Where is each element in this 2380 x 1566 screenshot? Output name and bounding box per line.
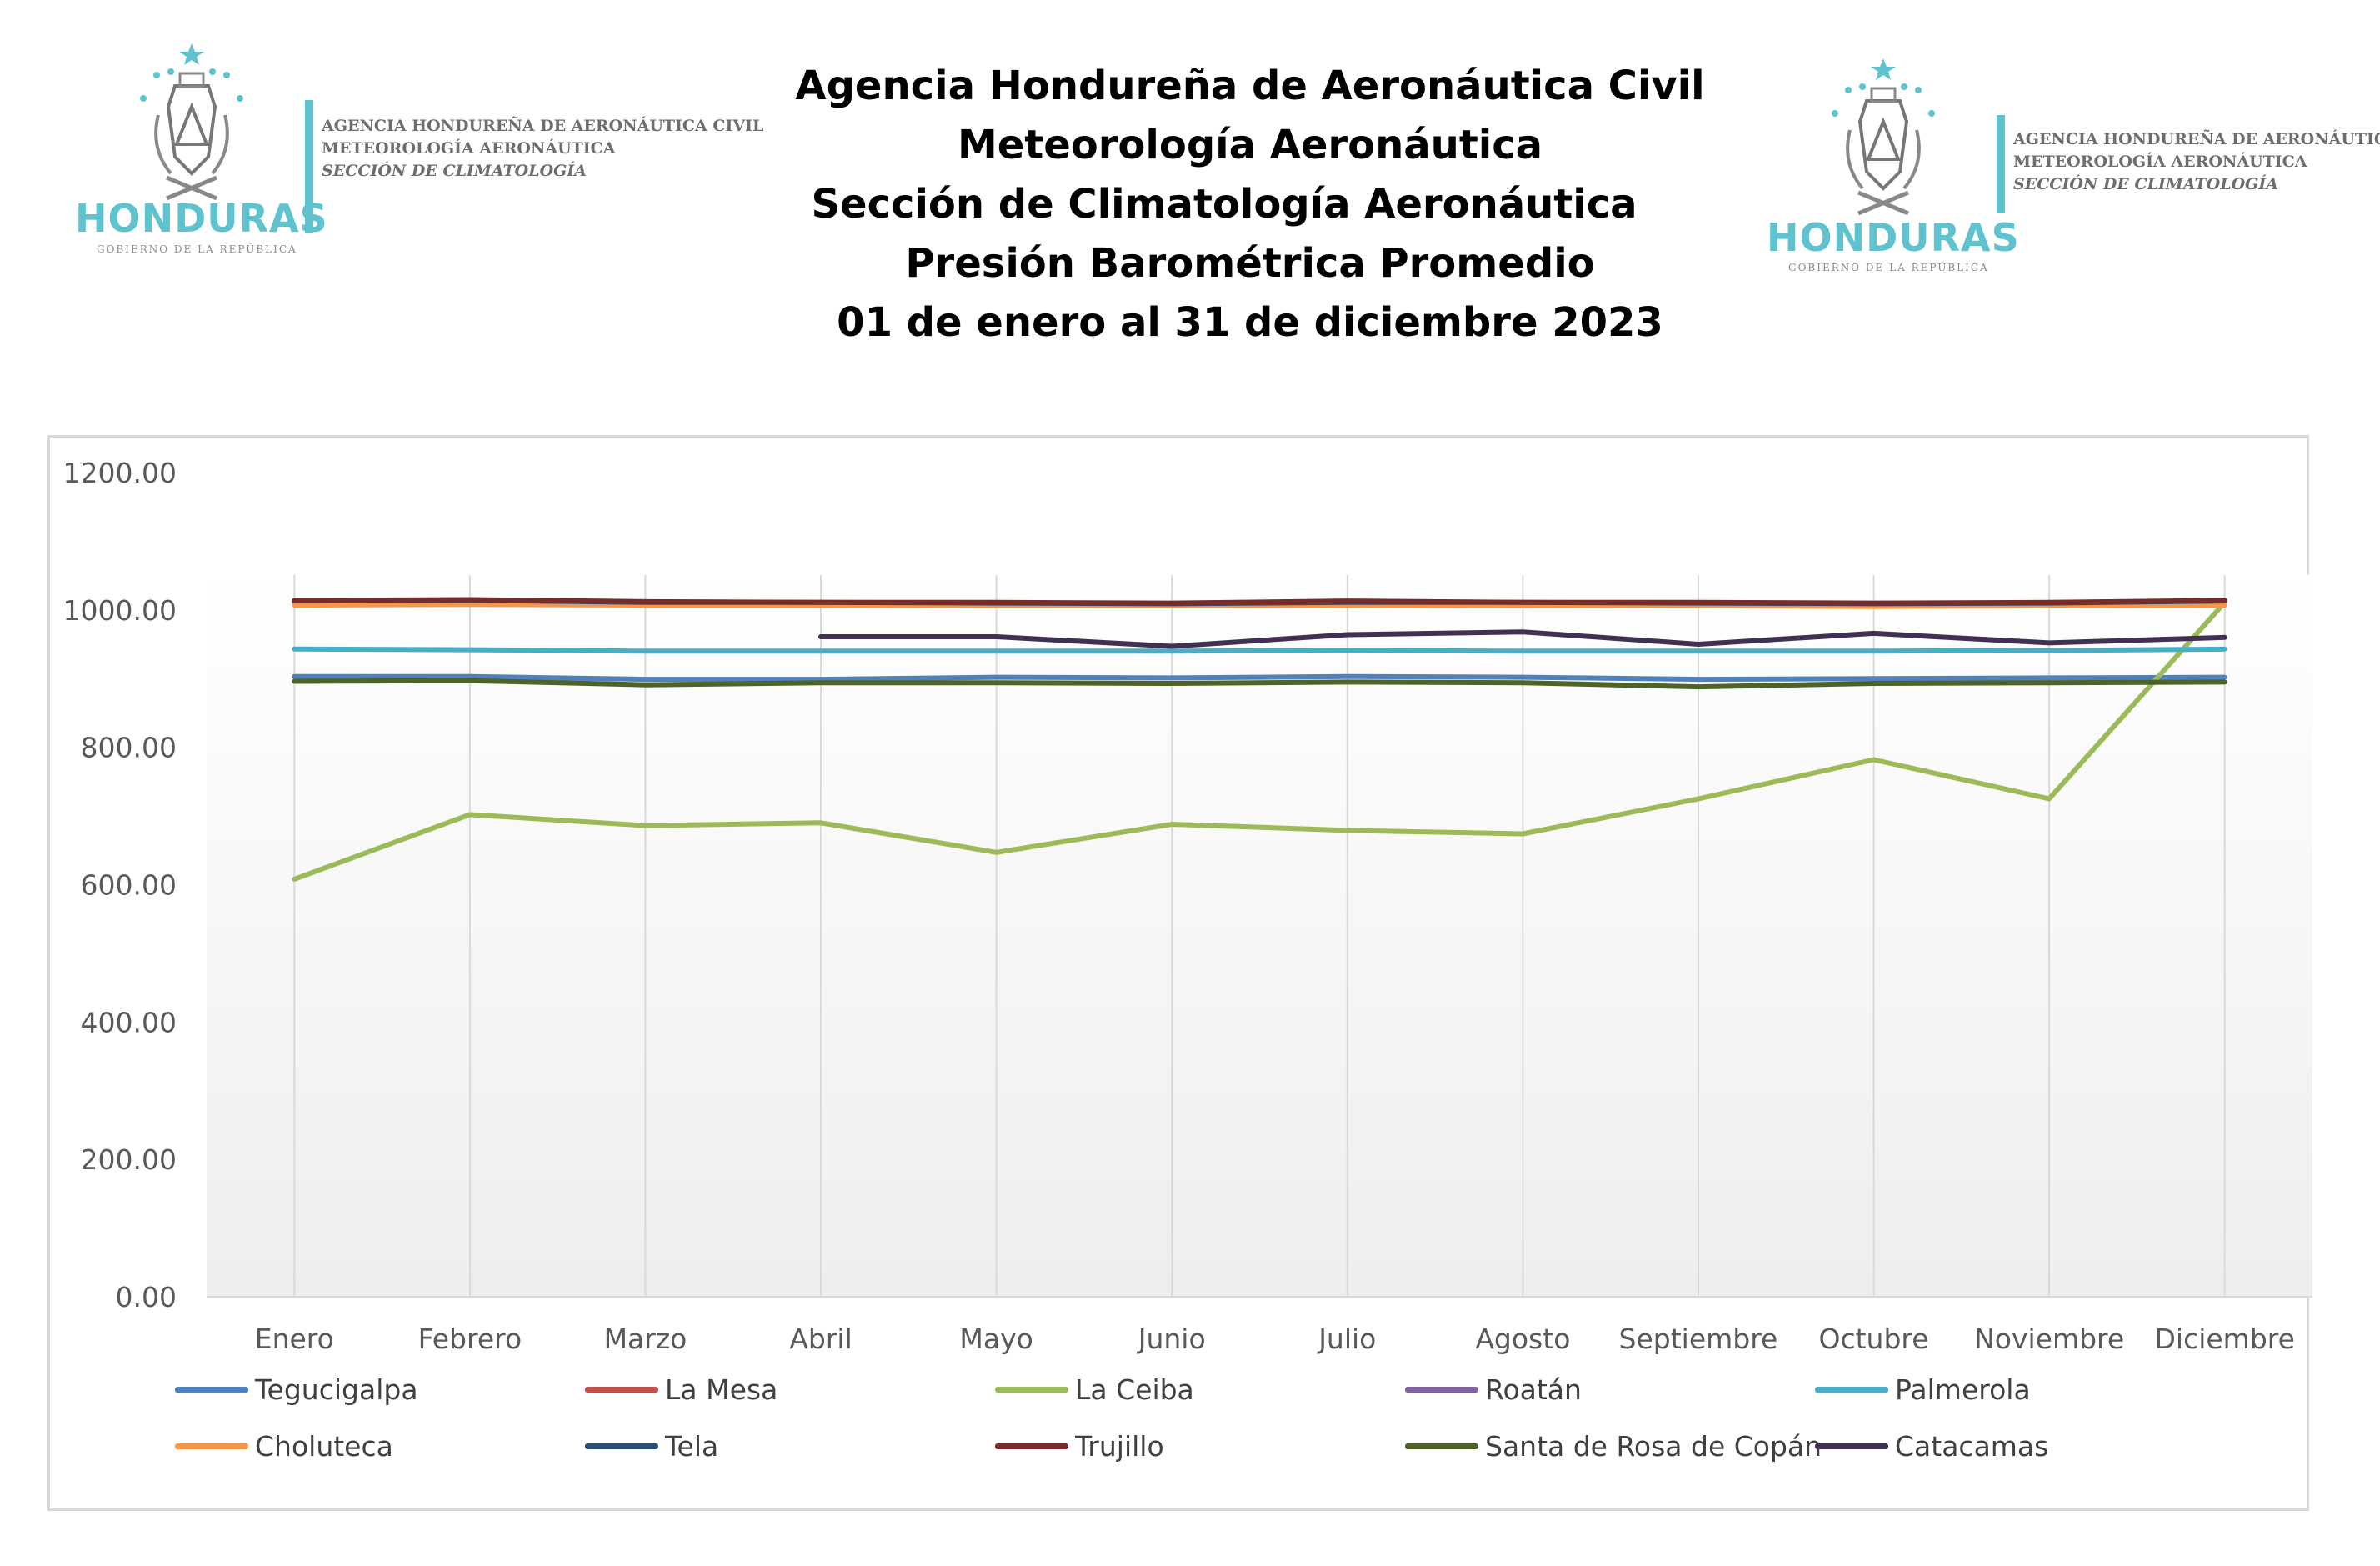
x-tick-label: Noviembre: [1974, 1323, 2124, 1355]
series-line: [292, 678, 2228, 690]
x-tick-label: Marzo: [604, 1323, 688, 1355]
y-tick-label: 800.00: [81, 732, 177, 764]
title-line-2: Meteorología Aeronáutica: [957, 122, 1543, 168]
x-tick-label: Mayo: [959, 1323, 1032, 1355]
honduras-logo-right: HONDURAS GOBIERNO DE LA REPÚBLICA AGENCI…: [1758, 48, 2380, 282]
x-tick-label: Agosto: [1475, 1323, 1570, 1355]
x-tick-label: Abril: [789, 1323, 852, 1355]
x-tick-label: Junio: [1137, 1323, 1206, 1355]
y-tick-label: 200.00: [81, 1143, 177, 1176]
title-line-4: Presión Barométrica Promedio: [905, 240, 1595, 287]
logo-divider: [305, 100, 313, 233]
x-tick-label: Diciembre: [2154, 1323, 2294, 1355]
logo-agency-text: AGENCIA HONDUREÑA DE AERONÁUTICA CIVIL M…: [2013, 130, 2380, 193]
x-tick-label: Julio: [1317, 1323, 1376, 1355]
logo-subtitle: GOBIERNO DE LA REPÚBLICA: [97, 243, 298, 255]
y-tick-label: 1200.00: [63, 457, 177, 489]
logo-divider: [1997, 115, 2005, 213]
x-tick-label: Febrero: [418, 1323, 522, 1355]
chart-title: Agencia Hondureña de Aeronáutica Civil M…: [750, 57, 1750, 353]
coat-of-arms-icon: [140, 43, 243, 201]
y-tick-label: 400.00: [81, 1006, 177, 1038]
plot-area: [207, 575, 2312, 1297]
series-line: [292, 646, 2228, 654]
x-tick-label: Septiembre: [1619, 1323, 1778, 1355]
series-line: [292, 599, 2228, 882]
coat-of-arms-icon: [1832, 58, 1935, 216]
title-line-3: Sección de Climatología Aeronáutica: [811, 181, 1638, 228]
logo-agency-text: AGENCIA HONDUREÑA DE AERONÁUTICA CIVIL M…: [322, 117, 764, 180]
x-tick-label: Octubre: [1819, 1323, 1929, 1355]
series-line: [292, 597, 2228, 606]
y-tick-label: 0.00: [116, 1281, 177, 1313]
y-tick-label: 1000.00: [63, 594, 177, 627]
honduras-logo-left: HONDURAS GOBIERNO DE LA REPÚBLICA AGENCI…: [67, 33, 763, 267]
title-line-5: 01 de enero al 31 de diciembre 2023: [837, 299, 1663, 346]
y-tick-label: 600.00: [81, 869, 177, 902]
series-line: [818, 629, 2228, 649]
logo-wordmark: HONDURAS: [75, 196, 328, 241]
logo-wordmark: HONDURAS: [1767, 215, 2020, 260]
logo-subtitle: GOBIERNO DE LA REPÚBLICA: [1788, 262, 1989, 273]
series-line: [292, 673, 2228, 683]
x-tick-label: Enero: [255, 1323, 334, 1355]
title-line-1: Agencia Hondureña de Aeronáutica Civil: [795, 63, 1705, 109]
